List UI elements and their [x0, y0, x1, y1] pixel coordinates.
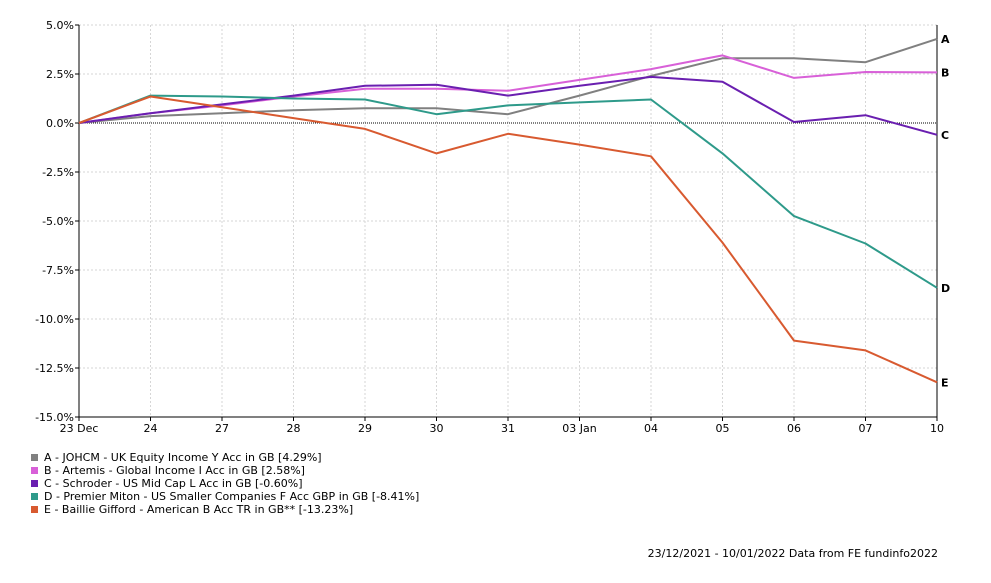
legend-item: A - JOHCM - UK Equity Income Y Acc in GB…: [31, 451, 419, 464]
legend-swatch: [31, 454, 38, 461]
x-tick-label: 03 Jan: [562, 422, 596, 435]
legend-item: C - Schroder - US Mid Cap L Acc in GB [-…: [31, 477, 419, 490]
series-end-label-e: E: [941, 376, 949, 389]
legend-swatch: [31, 506, 38, 513]
series-line-d: [78, 94, 938, 289]
x-tick-label: 29: [358, 422, 372, 435]
legend-swatch: [31, 480, 38, 487]
legend: A - JOHCM - UK Equity Income Y Acc in GB…: [31, 451, 419, 516]
series-end-label-d: D: [941, 282, 950, 295]
y-tick-label: -5.0%: [42, 215, 74, 228]
series-lines: [78, 37, 938, 384]
x-tick-label: 24: [144, 422, 158, 435]
x-tick-label: 27: [215, 422, 229, 435]
legend-label: E - Baillie Gifford - American B Acc TR …: [44, 503, 354, 516]
legend-label: A - JOHCM - UK Equity Income Y Acc in GB…: [44, 451, 322, 464]
y-tick-label: -15.0%: [35, 411, 74, 424]
x-tick-label: 06: [787, 422, 801, 435]
series-end-label-a: A: [941, 33, 950, 46]
series-end-label-c: C: [941, 129, 949, 142]
footer-source: 23/12/2021 - 10/01/2022 Data from FE fun…: [647, 547, 938, 560]
x-tick-label: 10: [930, 422, 944, 435]
y-tick-label: 2.5%: [46, 68, 74, 81]
x-tick-label: 05: [716, 422, 730, 435]
y-tick-label: 0.0%: [46, 117, 74, 130]
x-tick-label: 28: [287, 422, 301, 435]
legend-swatch: [31, 493, 38, 500]
legend-item: D - Premier Miton - US Smaller Companies…: [31, 490, 419, 503]
legend-item: E - Baillie Gifford - American B Acc TR …: [31, 503, 419, 516]
x-tick-label: 23 Dec: [60, 422, 99, 435]
x-tick-label: 30: [430, 422, 444, 435]
x-tick-label: 31: [501, 422, 515, 435]
axes: [75, 24, 938, 421]
y-tick-label: -2.5%: [42, 166, 74, 179]
series-line-c: [78, 75, 938, 136]
tick-labels: 5.0% 2.5% 0.0% -2.5% -5.0% -7.5% -10.0% -12.5% -…: [35, 19, 950, 435]
y-tick-label: -10.0%: [35, 313, 74, 326]
x-tick-label: 07: [859, 422, 873, 435]
legend-swatch: [31, 467, 38, 474]
x-tick-label: 04: [644, 422, 658, 435]
legend-label: B - Artemis - Global Income I Acc in GB …: [44, 464, 305, 477]
y-tick-label: -7.5%: [42, 264, 74, 277]
legend-item: B - Artemis - Global Income I Acc in GB …: [31, 464, 419, 477]
series-line-a: [78, 37, 938, 124]
legend-label: D - Premier Miton - US Smaller Companies…: [44, 490, 420, 503]
legend-label: C - Schroder - US Mid Cap L Acc in GB [-…: [44, 477, 303, 490]
series-line-e: [78, 95, 938, 384]
series-end-label-b: B: [941, 66, 949, 79]
y-tick-label: 5.0%: [46, 19, 74, 32]
y-tick-label: -12.5%: [35, 362, 74, 375]
